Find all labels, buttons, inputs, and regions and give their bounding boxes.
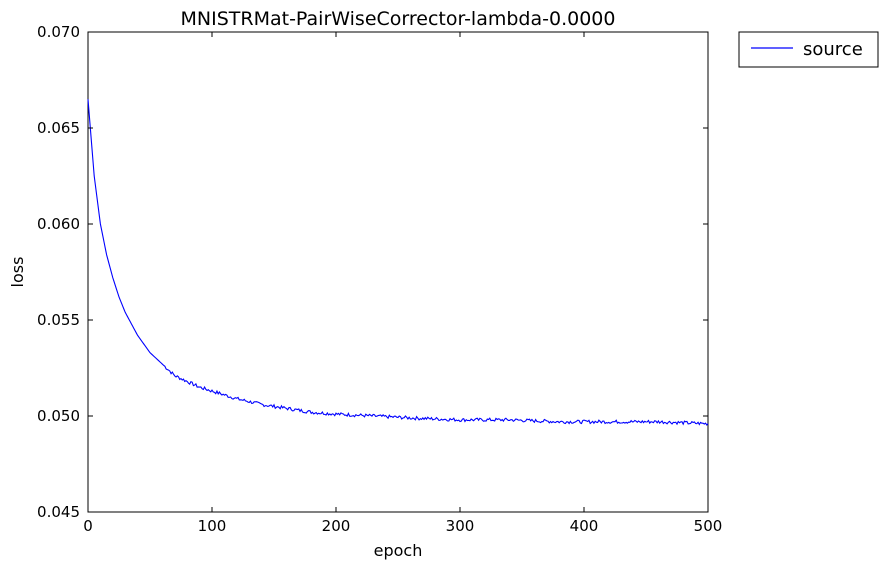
plot-area bbox=[87, 31, 709, 513]
plot-frame bbox=[87, 31, 709, 513]
y-axis: 0.045 0.050 0.055 0.060 0.065 0.070 bbox=[37, 23, 708, 521]
x-tick-label: 500 bbox=[694, 517, 723, 535]
y-tick-label: 0.050 bbox=[37, 407, 80, 425]
x-tick-label: 300 bbox=[446, 517, 475, 535]
legend-label-source: source bbox=[803, 39, 863, 60]
x-axis-label: epoch bbox=[374, 541, 423, 560]
x-tick-label: 0 bbox=[83, 517, 93, 535]
x-tick-label: 200 bbox=[322, 517, 351, 535]
legend-box bbox=[738, 31, 879, 68]
x-tick-label: 100 bbox=[198, 517, 227, 535]
y-axis-label: loss bbox=[8, 257, 27, 288]
y-tick-label: 0.070 bbox=[37, 23, 80, 41]
x-axis: 0 100 200 300 400 500 bbox=[83, 32, 722, 535]
legend: source bbox=[738, 31, 879, 68]
y-tick-label: 0.045 bbox=[37, 503, 80, 521]
x-tick-label: 400 bbox=[570, 517, 599, 535]
y-tick-label: 0.065 bbox=[37, 119, 80, 137]
y-tick-label: 0.055 bbox=[37, 311, 80, 329]
series-line-source bbox=[87, 99, 709, 426]
chart-title: MNISTRMat-PairWiseCorrector-lambda-0.000… bbox=[181, 8, 616, 30]
y-tick-label: 0.060 bbox=[37, 215, 80, 233]
